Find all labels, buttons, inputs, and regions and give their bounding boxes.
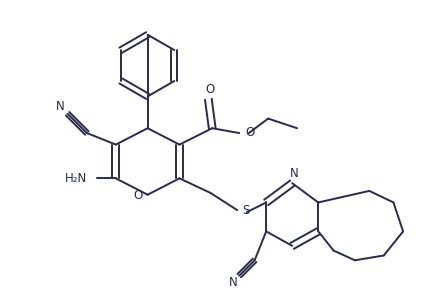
Text: H₂N: H₂N <box>65 172 87 185</box>
Text: N: N <box>229 276 238 288</box>
Text: S: S <box>242 204 249 217</box>
Text: O: O <box>245 126 254 139</box>
Text: N: N <box>55 100 64 113</box>
Text: N: N <box>290 167 299 180</box>
Text: O: O <box>206 83 215 96</box>
Text: O: O <box>133 189 143 202</box>
